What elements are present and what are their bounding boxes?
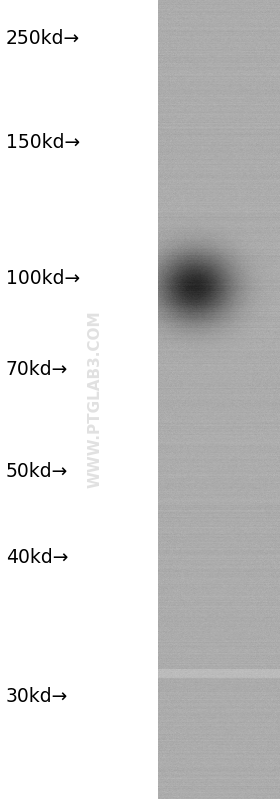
Text: 50kd→: 50kd→ xyxy=(6,462,68,481)
Text: 150kd→: 150kd→ xyxy=(6,133,80,152)
Text: 40kd→: 40kd→ xyxy=(6,548,68,567)
Text: 100kd→: 100kd→ xyxy=(6,268,80,288)
Text: 250kd→: 250kd→ xyxy=(6,29,80,48)
Text: 70kd→: 70kd→ xyxy=(6,360,68,380)
Text: 30kd→: 30kd→ xyxy=(6,687,68,706)
Text: WWW.PTGLAB3.COM: WWW.PTGLAB3.COM xyxy=(88,311,103,488)
